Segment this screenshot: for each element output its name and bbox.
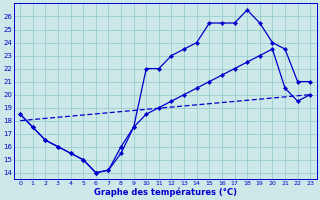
X-axis label: Graphe des températures (°C): Graphe des températures (°C) (94, 187, 237, 197)
